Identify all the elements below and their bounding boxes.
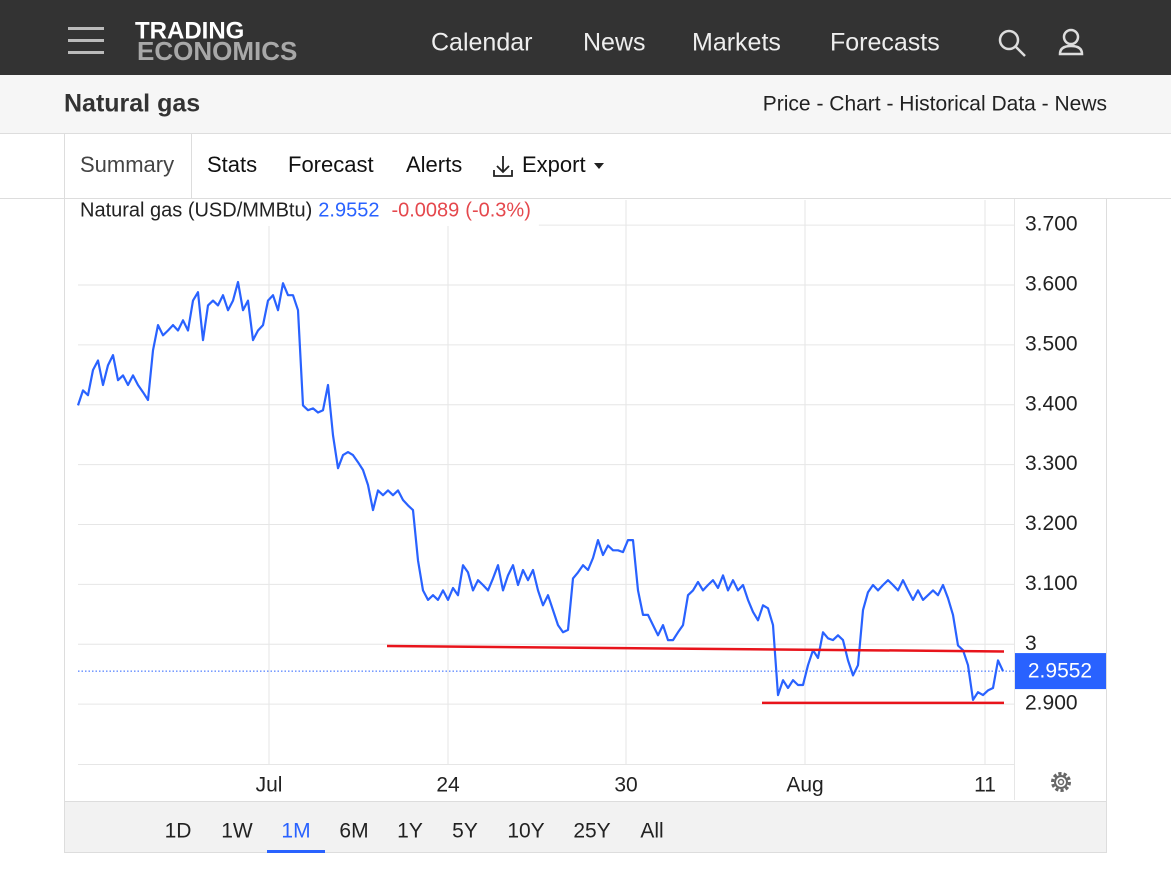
range-underline (267, 850, 325, 853)
price-line (76, 280, 1004, 701)
y-tick-label: 3.700 (1025, 213, 1078, 236)
range-button[interactable]: 25Y (573, 820, 610, 843)
dropdown-caret (594, 163, 604, 169)
legend-bg (76, 199, 539, 226)
range-button[interactable]: 1M (281, 820, 310, 843)
range-button[interactable]: 1D (165, 820, 192, 843)
price-tag-label: 2.9552 (1028, 660, 1092, 683)
x-tick-label: 24 (436, 774, 460, 797)
user-head (1062, 28, 1080, 46)
x-tick-label: Jul (256, 774, 283, 797)
tab[interactable]: Summary (80, 152, 174, 177)
y-tick-label: 2.900 (1025, 692, 1078, 715)
tab[interactable]: Export (522, 152, 586, 177)
range-bar (65, 802, 1106, 852)
y-tick-label: 3.400 (1025, 392, 1078, 415)
range-button[interactable]: 1W (221, 820, 253, 843)
tab[interactable]: Forecast (288, 152, 374, 177)
menu-bar (68, 51, 104, 54)
nav-item[interactable]: News (583, 29, 646, 57)
nav-item[interactable]: Calendar (431, 29, 532, 57)
search-handle (1015, 46, 1026, 57)
x-tick-label: 11 (974, 774, 996, 797)
y-tick-label: 3.200 (1025, 512, 1078, 535)
y-tick-label: 3.600 (1025, 273, 1078, 296)
menu-bar (68, 27, 104, 30)
legend-change: -0.0089 (391, 199, 459, 221)
x-tick-label: 30 (614, 774, 637, 797)
tab[interactable]: Stats (207, 152, 257, 177)
range-button[interactable]: 6M (339, 820, 368, 843)
export-icon[interactable] (493, 156, 604, 177)
logo-bottom[interactable]: ECONOMICS (137, 36, 297, 66)
x-tick-label: Aug (786, 774, 823, 797)
plot (76, 200, 1014, 764)
menu-icon[interactable] (68, 27, 104, 54)
y-tick-label: 3.500 (1025, 332, 1078, 355)
trend-line (386, 644, 1005, 653)
range-button[interactable]: 1Y (397, 820, 423, 843)
user-icon[interactable] (1058, 28, 1084, 56)
y-tick-label: 3.100 (1025, 572, 1078, 595)
tab[interactable]: Alerts (406, 152, 462, 177)
nav-item[interactable]: Forecasts (830, 29, 940, 57)
y-tick-label: 3.300 (1025, 452, 1078, 475)
legend-change-percent: (-0.3%) (465, 199, 531, 221)
range-button[interactable]: 5Y (452, 820, 478, 843)
download-arrow (493, 156, 513, 177)
user-body (1058, 44, 1084, 56)
nav-item[interactable]: Markets (692, 29, 781, 57)
y-tick-label: 3 (1025, 632, 1037, 655)
gear-teeth (1051, 772, 1071, 792)
price-tag (1015, 653, 1106, 690)
top-bar (0, 0, 1171, 75)
title-bar (0, 75, 1171, 134)
settings-icon[interactable] (1051, 772, 1071, 792)
logo-top[interactable]: TRADING (135, 17, 244, 44)
menu-bar (68, 39, 104, 42)
range-button[interactable]: 10Y (507, 820, 544, 843)
gear-hub (1057, 778, 1065, 786)
page-title: Natural gas (64, 90, 200, 118)
range-button[interactable]: All (640, 820, 663, 843)
gear-ring (1054, 775, 1068, 789)
legend-label: Natural gas (USD/MMBtu) (80, 199, 312, 221)
legend-price: 2.9552 (318, 199, 379, 221)
header-links[interactable]: Price - Chart - Historical Data - News (763, 93, 1107, 116)
search-circle (998, 29, 1020, 51)
chart-frame (64, 198, 1107, 853)
search-icon[interactable] (998, 29, 1026, 57)
selected-tab-border (64, 134, 192, 198)
